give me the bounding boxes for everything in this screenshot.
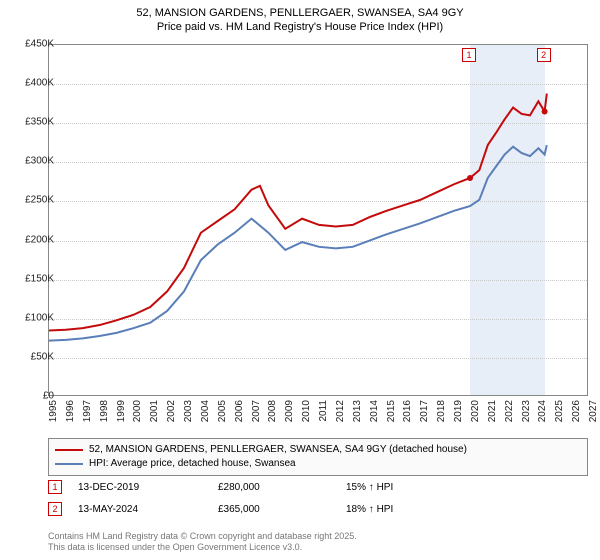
x-tick-label: 2023 [521, 400, 532, 422]
sale-date: 13-MAY-2024 [70, 504, 210, 515]
x-tick-label: 2002 [166, 400, 177, 422]
sale-price: £365,000 [218, 504, 338, 515]
x-tick-label: 2000 [132, 400, 143, 422]
series-price_paid [49, 93, 547, 330]
x-tick-label: 2013 [352, 400, 363, 422]
x-tick-label: 2016 [402, 400, 413, 422]
x-tick-label: 2020 [470, 400, 481, 422]
y-tick-label: £150K [25, 273, 54, 284]
x-tick-label: 2003 [183, 400, 194, 422]
sale-price: £280,000 [218, 482, 338, 493]
x-tick-label: 2008 [267, 400, 278, 422]
sale-row-marker: 2 [48, 502, 62, 516]
x-tick-label: 2018 [436, 400, 447, 422]
chart-title: 52, MANSION GARDENS, PENLLERGAER, SWANSE… [0, 0, 600, 35]
x-tick-label: 2027 [588, 400, 599, 422]
sale-marker-2: 2 [537, 48, 551, 62]
title-line1: 52, MANSION GARDENS, PENLLERGAER, SWANSE… [0, 6, 600, 20]
x-tick-label: 2019 [453, 400, 464, 422]
legend-label: 52, MANSION GARDENS, PENLLERGAER, SWANSE… [89, 443, 467, 457]
footer-line1: Contains HM Land Registry data © Crown c… [48, 531, 357, 543]
sale-hpi: 15% ↑ HPI [346, 482, 466, 493]
x-tick-label: 2021 [487, 400, 498, 422]
sale-marker-dot-2 [542, 108, 548, 114]
x-tick-label: 2026 [571, 400, 582, 422]
y-tick-label: £300K [25, 156, 54, 167]
y-tick-label: £100K [25, 312, 54, 323]
legend-swatch [55, 463, 83, 465]
series-hpi [49, 145, 547, 341]
x-tick-label: 2015 [386, 400, 397, 422]
legend-swatch [55, 449, 83, 451]
x-tick-label: 2011 [318, 400, 329, 422]
y-tick-label: £250K [25, 195, 54, 206]
chart-svg [49, 45, 587, 395]
x-tick-label: 2001 [149, 400, 160, 422]
y-tick-label: £400K [25, 78, 54, 89]
x-tick-label: 2007 [251, 400, 262, 422]
footer-attribution: Contains HM Land Registry data © Crown c… [48, 531, 357, 554]
x-tick-label: 1998 [99, 400, 110, 422]
legend-row: HPI: Average price, detached house, Swan… [55, 457, 581, 471]
y-tick-label: £50K [31, 351, 54, 362]
x-tick-label: 2012 [335, 400, 346, 422]
y-tick-label: £450K [25, 39, 54, 50]
x-tick-label: 2005 [217, 400, 228, 422]
title-line2: Price paid vs. HM Land Registry's House … [0, 20, 600, 34]
x-tick-label: 2004 [200, 400, 211, 422]
sale-date: 13-DEC-2019 [70, 482, 210, 493]
x-tick-label: 1996 [65, 400, 76, 422]
sale-row: 1 13-DEC-2019 £280,000 15% ↑ HPI [48, 480, 588, 494]
sale-row-marker: 1 [48, 480, 62, 494]
x-tick-label: 2014 [369, 400, 380, 422]
legend: 52, MANSION GARDENS, PENLLERGAER, SWANSE… [48, 438, 588, 476]
x-tick-label: 2017 [419, 400, 430, 422]
y-tick-label: £350K [25, 117, 54, 128]
y-tick-label: £200K [25, 234, 54, 245]
sale-marker-dot-1 [467, 175, 473, 181]
x-tick-label: 2009 [284, 400, 295, 422]
legend-label: HPI: Average price, detached house, Swan… [89, 457, 296, 471]
x-tick-label: 2024 [537, 400, 548, 422]
sale-hpi: 18% ↑ HPI [346, 504, 466, 515]
sale-row: 2 13-MAY-2024 £365,000 18% ↑ HPI [48, 502, 588, 516]
chart-plot-area [48, 44, 588, 396]
x-tick-label: 1995 [48, 400, 59, 422]
x-tick-label: 1999 [116, 400, 127, 422]
x-tick-label: 2022 [504, 400, 515, 422]
x-tick-label: 1997 [82, 400, 93, 422]
x-tick-label: 2010 [301, 400, 312, 422]
x-tick-label: 2025 [554, 400, 565, 422]
legend-row: 52, MANSION GARDENS, PENLLERGAER, SWANSE… [55, 443, 581, 457]
footer-line2: This data is licensed under the Open Gov… [48, 542, 357, 554]
sale-marker-1: 1 [462, 48, 476, 62]
x-tick-label: 2006 [234, 400, 245, 422]
